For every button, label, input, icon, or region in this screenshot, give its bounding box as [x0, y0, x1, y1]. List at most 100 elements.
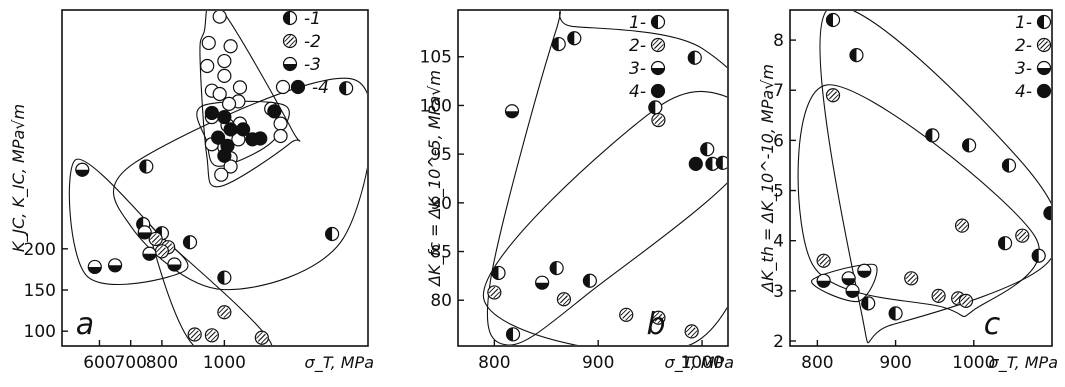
data-point — [324, 226, 340, 242]
data-point — [211, 130, 226, 145]
data-point — [582, 273, 597, 288]
data-point — [137, 225, 152, 240]
data-point — [888, 306, 903, 321]
data-point — [954, 218, 970, 233]
data-point — [619, 307, 634, 322]
x-tick-label: 800 — [801, 353, 833, 373]
group-envelope — [68, 158, 189, 286]
plot-frame — [457, 9, 729, 347]
legend-label: 2- — [1015, 36, 1032, 56]
group-envelope — [483, 90, 727, 345]
legend-marker — [1036, 83, 1052, 99]
legend-marker — [282, 33, 298, 49]
legend-label: -4 — [312, 78, 329, 98]
data-point — [182, 235, 198, 250]
envelopes — [797, 11, 1051, 344]
y-tick-label: 5 — [773, 182, 784, 202]
data-point — [154, 244, 170, 259]
data-point — [148, 231, 163, 247]
y-tick-label: 95 — [430, 145, 452, 165]
data-point — [715, 155, 727, 171]
data-point — [223, 39, 238, 54]
x-tick-label: 800 — [478, 353, 510, 373]
legend-marker — [1036, 37, 1052, 53]
data-point — [816, 253, 831, 268]
data-point — [217, 68, 232, 83]
x-tick-label: 900 — [879, 353, 911, 373]
data-point — [75, 162, 90, 177]
data-point — [487, 285, 502, 300]
panel-label: a — [76, 307, 94, 342]
data-point — [491, 265, 506, 281]
data-point — [505, 327, 521, 342]
data-point — [87, 259, 102, 275]
x-tick-label: 1000 — [203, 353, 246, 373]
data-point — [214, 167, 229, 182]
y-tick-label: 90 — [430, 194, 452, 214]
data-point — [825, 88, 841, 103]
legend: 1- 2- 3- 4- — [1015, 13, 1052, 102]
data-points — [75, 11, 354, 345]
data-point — [204, 328, 219, 343]
data-point — [273, 116, 288, 131]
data-point — [273, 128, 288, 144]
data-point — [1031, 248, 1046, 263]
y-tick-label: 105 — [420, 48, 452, 68]
legend-label: 1- — [1015, 13, 1032, 33]
y-axis-title: ΔK_fc = ΔK_10^-5, MPa√m — [425, 70, 445, 288]
y-axis-title: ΔK_th = ΔK_10^-10, MPa√m — [758, 64, 778, 294]
data-point — [232, 80, 248, 95]
data-point — [254, 330, 269, 345]
data-point — [167, 257, 182, 272]
data-point — [841, 271, 856, 286]
legend-label: 4- — [1015, 82, 1032, 102]
group-envelope — [199, 11, 301, 188]
x-tick-label: 700 — [114, 353, 146, 373]
data-point — [212, 11, 227, 24]
y-axis-title: K_JC, K_IC, MPa√m — [9, 104, 29, 252]
data-point — [201, 35, 216, 51]
data-point — [849, 48, 864, 63]
y-tick-label: 3 — [773, 282, 784, 302]
data-point — [200, 58, 215, 74]
legend-marker — [650, 60, 666, 76]
data-point — [236, 122, 251, 137]
legend-label: 3- — [629, 59, 646, 79]
y-tick-label: 100 — [24, 322, 56, 342]
data-point — [857, 263, 872, 278]
data-point — [734, 109, 747, 122]
data-point — [139, 159, 154, 174]
data-points — [487, 31, 747, 342]
y-tick-label: 4 — [773, 232, 784, 252]
x-tick-label: 800 — [146, 353, 178, 373]
y-tick-label: 85 — [430, 243, 452, 263]
x-tick-label: 1000 — [952, 353, 995, 373]
y-tick-label: 200 — [24, 240, 56, 260]
legend-marker — [650, 14, 666, 30]
data-point — [816, 273, 831, 288]
data-point — [684, 324, 699, 339]
data-points — [816, 12, 1051, 321]
data-point — [187, 327, 202, 342]
data-point — [204, 105, 219, 121]
data-point — [223, 122, 238, 137]
data-point — [551, 36, 566, 52]
data-point — [1015, 228, 1030, 243]
data-point — [549, 260, 564, 276]
data-point — [504, 104, 520, 119]
legend-label: 4- — [629, 82, 646, 102]
data-point — [223, 159, 238, 174]
data-point — [1043, 206, 1051, 221]
x-axis-title: σ_T, MPa — [305, 353, 374, 373]
legend-label: 3- — [1015, 59, 1032, 79]
legend-marker — [650, 37, 666, 53]
group-envelope — [819, 11, 1051, 344]
x-tick-label: 600 — [83, 353, 115, 373]
data-point — [567, 31, 582, 46]
legend-marker — [1036, 14, 1052, 30]
data-point — [221, 96, 237, 111]
